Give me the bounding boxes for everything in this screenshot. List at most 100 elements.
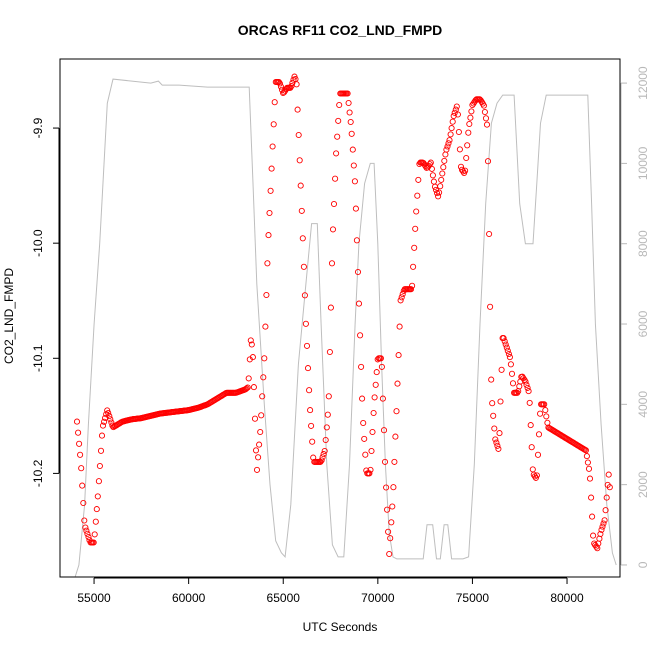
data-point [258, 412, 265, 419]
y2-tick-label: 12000 [636, 66, 650, 100]
data-point [448, 125, 455, 132]
data-point [329, 226, 337, 233]
data-point [248, 341, 255, 348]
data-point [303, 342, 311, 349]
data-point [107, 416, 114, 423]
data-point [79, 482, 86, 489]
data-point [263, 291, 270, 299]
data-point [361, 435, 368, 442]
data-point [428, 165, 435, 172]
co2-points [73, 73, 613, 558]
data-point [84, 530, 91, 537]
data-point [249, 354, 256, 361]
data-point [407, 286, 415, 293]
data-point [73, 418, 81, 425]
data-point [80, 499, 87, 507]
y2-tick-label: 4000 [636, 391, 650, 418]
y-tick-label: -9.9 [31, 117, 45, 138]
data-point [503, 344, 510, 351]
data-point [592, 542, 599, 549]
data-point [265, 232, 272, 239]
data-point [373, 369, 380, 376]
data-point [281, 89, 288, 96]
data-point [527, 422, 534, 429]
y-axis: -9.9 -10.0 -10.1 -10.2 [31, 117, 60, 487]
data-point [243, 385, 250, 392]
data-point [507, 361, 514, 368]
x-tick-label: 75000 [456, 591, 490, 605]
y2-tick-label: 2000 [636, 471, 650, 498]
data-point [99, 422, 107, 429]
data-point [353, 237, 360, 244]
data-point [543, 413, 550, 420]
data-point [451, 109, 458, 116]
data-point [359, 395, 366, 402]
data-point [369, 428, 376, 436]
data-point [454, 111, 461, 118]
data-point [320, 451, 327, 458]
data-point [276, 80, 283, 87]
data-point [534, 451, 542, 458]
data-point [601, 517, 608, 524]
data-point [455, 128, 462, 136]
data-point [525, 388, 532, 395]
data-point [597, 530, 604, 538]
data-point [250, 384, 257, 391]
data-point [410, 263, 417, 270]
data-point [377, 355, 384, 362]
data-point [437, 183, 444, 190]
data-point [386, 550, 393, 558]
data-point [85, 533, 92, 541]
data-point [332, 175, 339, 182]
data-point [415, 176, 422, 183]
data-point [334, 133, 341, 140]
data-point [76, 440, 83, 447]
data-point [96, 462, 103, 470]
data-point [350, 162, 357, 169]
x-tick-label: 55000 [77, 591, 111, 605]
altitude-line [69, 78, 617, 578]
data-point [491, 425, 498, 432]
data-point [477, 97, 484, 104]
x-tick-label: 80000 [550, 591, 584, 605]
data-point [255, 454, 262, 461]
data-point [328, 260, 336, 267]
y-tick-label: -10.1 [31, 344, 45, 372]
data-point [383, 484, 390, 491]
data-point [384, 506, 391, 513]
data-point [298, 207, 305, 214]
data-point [468, 108, 475, 115]
data-point [464, 142, 471, 149]
data-point [494, 442, 501, 449]
data-point [345, 99, 352, 107]
data-point [388, 519, 395, 526]
data-point [381, 458, 389, 465]
data-point [530, 471, 537, 478]
data-point [319, 454, 326, 461]
data-point [277, 83, 285, 90]
data-point [318, 457, 325, 464]
data-point [586, 475, 594, 482]
data-point [414, 192, 421, 199]
data-point [266, 209, 273, 217]
data-point [542, 407, 549, 414]
data-point [519, 373, 526, 380]
data-point [394, 380, 401, 387]
data-point [395, 352, 402, 359]
data-point [97, 447, 105, 454]
data-point [94, 493, 101, 500]
data-point [330, 200, 338, 208]
data-point [447, 131, 454, 138]
data-point [387, 535, 394, 542]
data-point [106, 413, 113, 420]
data-point [496, 430, 503, 437]
data-point [435, 193, 442, 200]
data-point [492, 436, 499, 443]
data-point [452, 106, 459, 113]
data-point [296, 157, 303, 164]
data-point [378, 363, 385, 370]
data-point [605, 471, 612, 478]
data-point [446, 137, 453, 144]
data-point [463, 154, 470, 162]
